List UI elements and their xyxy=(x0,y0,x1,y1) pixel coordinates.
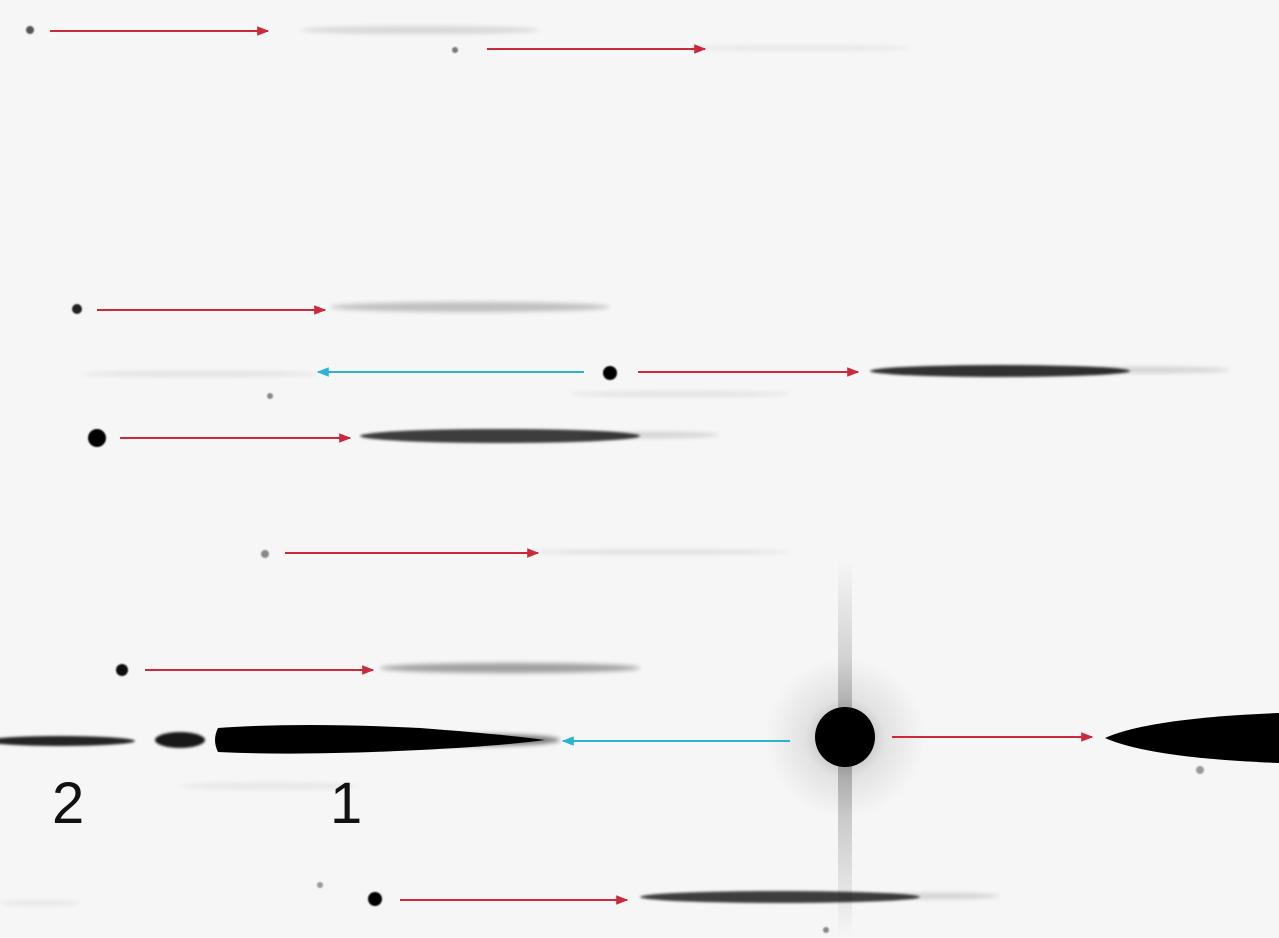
order-label-2: 2 xyxy=(52,771,85,836)
diffraction-spot xyxy=(368,892,382,906)
diffraction-streak xyxy=(530,549,790,555)
diffraction-spot xyxy=(317,882,323,888)
diffraction-spot xyxy=(88,429,106,447)
central-spot xyxy=(815,707,875,767)
order-1-streak-tail xyxy=(400,734,560,746)
diffraction-streak xyxy=(870,365,1130,377)
diffraction-spot xyxy=(823,927,829,933)
diffraction-streak xyxy=(1070,367,1230,373)
diffraction-streak xyxy=(300,26,540,34)
diffraction-streak xyxy=(330,302,610,312)
diffraction-spot xyxy=(116,664,128,676)
diffraction-streak xyxy=(80,371,320,377)
diffraction-streak xyxy=(360,429,640,443)
diffraction-spot xyxy=(261,550,269,558)
diffraction-streak xyxy=(580,432,720,438)
diffraction-spot xyxy=(452,47,458,53)
order-1-streak xyxy=(215,725,545,754)
diffraction-streak xyxy=(880,893,1000,899)
diffraction-streak xyxy=(0,900,80,906)
order-2-spot xyxy=(155,732,205,748)
diffraction-spot xyxy=(1196,766,1204,774)
diffraction-spot xyxy=(267,393,273,399)
right-streak xyxy=(1105,713,1279,763)
order-2-streak xyxy=(0,736,135,746)
diffraction-streak xyxy=(690,45,910,51)
diffraction-streak xyxy=(570,391,790,397)
diffraction-streak xyxy=(640,891,920,903)
diffraction-spot xyxy=(603,366,617,380)
diffraction-streak xyxy=(380,663,640,673)
diffraction-spot xyxy=(72,304,82,314)
diffraction-spot xyxy=(26,26,34,34)
faint-streak xyxy=(180,782,360,790)
order-label-1: 1 xyxy=(330,771,363,836)
